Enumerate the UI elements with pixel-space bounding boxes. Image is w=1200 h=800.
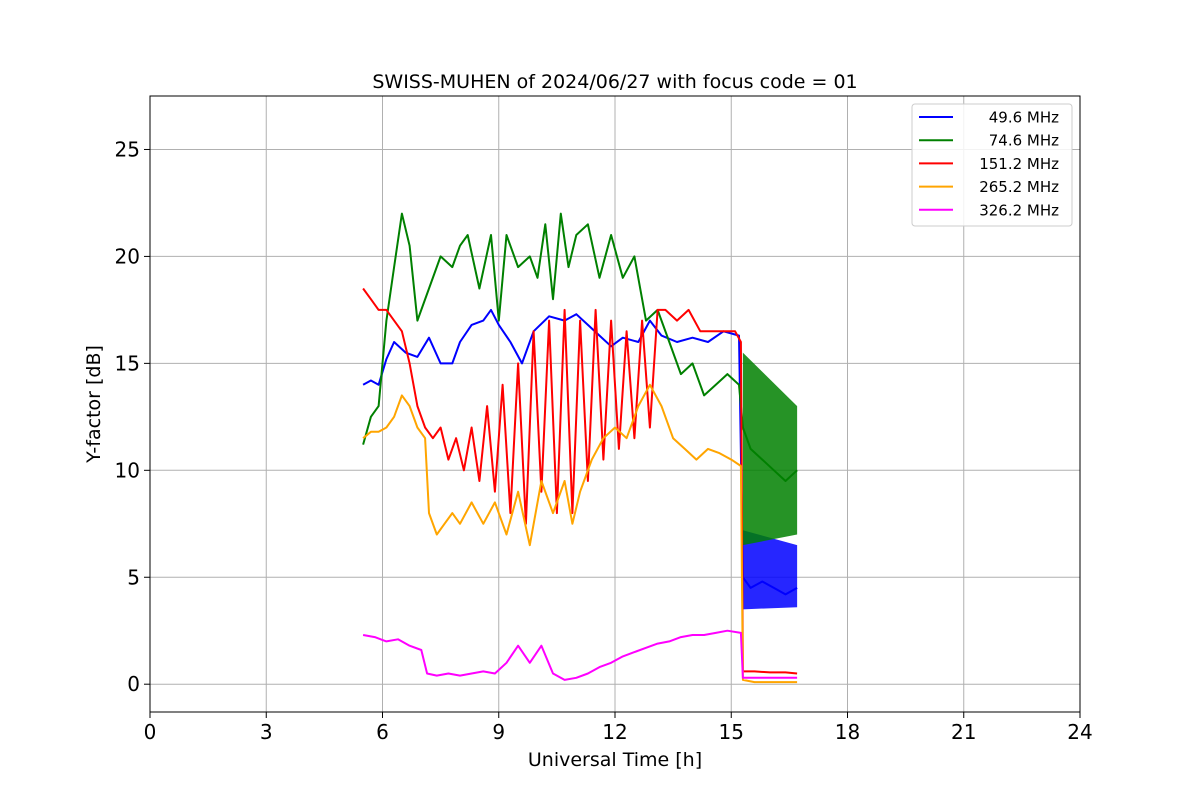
legend-label: 74.6 MHz: [989, 132, 1059, 150]
series-4: [362, 629, 798, 681]
y-ticks: 0 5 10 15 20 25: [115, 137, 150, 696]
series-line: [362, 383, 798, 684]
x-tick-label: 21: [951, 720, 976, 744]
x-tick-label: 9: [492, 720, 505, 744]
y-tick-label: 0: [127, 672, 140, 696]
x-ticks: 0 3 6 9 12 15 18 21 24: [144, 712, 1093, 744]
x-tick-label: 0: [144, 720, 157, 744]
series-line: [362, 308, 798, 596]
x-tick-label: 15: [719, 720, 744, 744]
series-2: [362, 287, 798, 675]
x-tick-label: 3: [260, 720, 273, 744]
legend-label: 151.2 MHz: [979, 155, 1059, 173]
series-band: [742, 530, 798, 610]
grid: [149, 96, 1081, 712]
x-tick-label: 6: [376, 720, 389, 744]
chart-title: SWISS-MUHEN of 2024/06/27 with focus cod…: [372, 71, 857, 93]
series-line: [362, 629, 798, 681]
legend-label: 49.6 MHz: [989, 109, 1059, 127]
series-line: [362, 212, 798, 482]
series-3: [362, 383, 798, 684]
x-tick-label: 12: [602, 720, 627, 744]
y-tick-label: 15: [115, 351, 140, 375]
y-tick-label: 10: [115, 458, 140, 482]
legend-label: 326.2 MHz: [979, 201, 1059, 219]
series-1: [362, 212, 798, 546]
legend-label: 265.2 MHz: [979, 178, 1059, 196]
x-tick-label: 18: [835, 720, 860, 744]
y-tick-label: 20: [115, 244, 140, 268]
x-tick-label: 24: [1067, 720, 1092, 744]
x-axis-label: Universal Time [h]: [528, 749, 702, 771]
series-layer: [362, 212, 798, 684]
series-line: [362, 287, 798, 675]
y-tick-label: 25: [115, 137, 140, 161]
y-axis-label: Y-factor [dB]: [83, 345, 105, 464]
legend-box: [911, 103, 1073, 227]
series-band: [742, 352, 798, 546]
y-tick-label: 5: [127, 565, 140, 589]
legend: 49.6 MHz 74.6 MHz 151.2 MHz 265.2 MHz 326.2 …: [911, 103, 1073, 227]
